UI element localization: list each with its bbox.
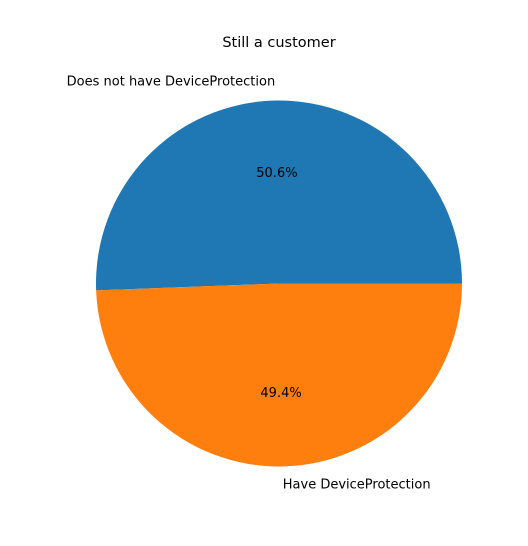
- pie-slice-labels: Does not have DeviceProtection Have Devic…: [67, 75, 431, 493]
- pie-percent-labels: 50.6% 49.4%: [256, 166, 301, 401]
- slice-percent-1: 50.6%: [256, 166, 297, 181]
- chart-title: Still a customer: [222, 35, 335, 51]
- pie-slices: [95, 100, 462, 467]
- slice-label-1: Does not have DeviceProtection: [67, 75, 276, 90]
- slice-label-2: Have DeviceProtection: [283, 477, 431, 492]
- pie-slice-2: [96, 283, 462, 467]
- slice-percent-2: 49.4%: [260, 386, 301, 401]
- pie-slice-1: [95, 100, 462, 291]
